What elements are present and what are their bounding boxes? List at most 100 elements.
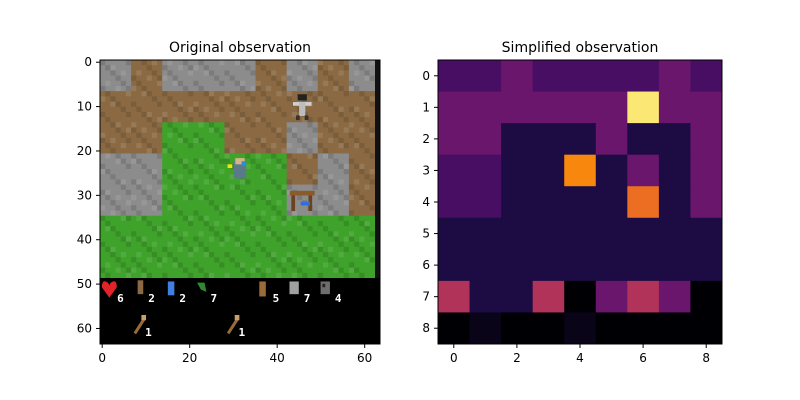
tile-path	[286, 153, 319, 186]
inventory-count: 6	[117, 292, 124, 305]
stone-icon	[289, 281, 299, 295]
tile-grass	[193, 153, 225, 186]
tile-stone	[317, 184, 350, 217]
simplified-observation-title: Simplified observation	[502, 40, 659, 56]
heatmap-cell	[564, 154, 597, 187]
x-tick-label: 0	[98, 351, 106, 365]
wood-pickaxe-icon	[133, 314, 147, 335]
y-tick-label: 5	[422, 227, 430, 241]
heatmap-cell	[595, 91, 628, 124]
inventory-count: 7	[304, 292, 311, 305]
heatmap-cell	[469, 280, 502, 313]
heatmap-cell	[595, 186, 628, 219]
wood-sword-icon	[226, 314, 240, 335]
skeleton-icon	[292, 94, 312, 121]
tile-path	[131, 91, 163, 123]
heatmap-cell	[658, 312, 691, 345]
heatmap-cell	[690, 186, 723, 219]
tile-grass	[255, 246, 288, 279]
world-edge	[375, 60, 380, 278]
heatmap-cell	[564, 91, 597, 124]
tile-grass	[131, 246, 163, 279]
food-icon	[137, 280, 144, 295]
tile-stone	[193, 60, 225, 92]
heatmap-cell	[658, 280, 691, 313]
coal-icon	[320, 281, 330, 295]
tile-stone	[317, 153, 350, 186]
inventory-count: 5	[273, 292, 280, 305]
y-tick-label: 60	[77, 321, 92, 335]
tile-stone	[100, 153, 132, 186]
inventory-slot: 5	[259, 281, 280, 305]
heatmap-cell	[532, 280, 565, 313]
tile-path	[193, 91, 225, 123]
tile-player	[224, 153, 257, 186]
heatmap-cell	[658, 91, 691, 124]
y-tick-label: 20	[77, 144, 92, 158]
heatmap-cell	[469, 249, 502, 282]
tile-grass	[317, 246, 350, 279]
inventory-slot: 1	[226, 314, 245, 339]
heatmap-cell	[438, 154, 471, 187]
tile-grass	[224, 246, 257, 279]
inventory: 6 2 2 7 5 7 4 1 1	[101, 280, 342, 339]
tile-stone	[224, 60, 257, 92]
heatmap-cell	[501, 217, 534, 250]
heatmap-cell	[595, 312, 628, 345]
heatmap-cell	[469, 91, 502, 124]
heatmap-cell	[658, 60, 691, 93]
heatmap-cell	[627, 60, 660, 93]
inventory-count: 1	[238, 326, 245, 339]
inventory-slot: 1	[133, 314, 152, 339]
y-tick-label: 2	[422, 132, 430, 146]
heatmap-cell	[595, 249, 628, 282]
inventory-count: 1	[145, 326, 152, 339]
tile-path	[100, 91, 132, 123]
tile-path	[131, 122, 163, 154]
heatmap-cell	[438, 60, 471, 93]
heatmap-cell	[690, 123, 723, 156]
game-frame: 6 2 2 7 5 7 4 1 1	[100, 60, 381, 344]
tile-stone	[100, 184, 132, 217]
y-tick-label: 6	[422, 258, 430, 272]
heatmap-cell	[501, 312, 534, 345]
heatmap-cell	[501, 249, 534, 282]
heatmap-cell	[532, 154, 565, 187]
heatmap-cell	[658, 217, 691, 250]
tile-grass	[162, 122, 194, 154]
heatmap-cell	[627, 249, 660, 282]
heatmap-cell	[658, 186, 691, 219]
heatmap-cell	[595, 280, 628, 313]
heatmap-cell	[627, 91, 660, 124]
heatmap-cell	[438, 280, 471, 313]
heatmap-cell	[627, 280, 660, 313]
tile-path	[255, 122, 288, 154]
tile-path	[317, 60, 350, 92]
y-tick-label: 10	[77, 100, 92, 114]
heatmap-cell	[690, 154, 723, 187]
heatmap-cell	[595, 217, 628, 250]
x-tick-label: 6	[639, 351, 647, 365]
y-tick-label: 7	[422, 290, 430, 304]
tile-grass	[193, 215, 225, 248]
tile-grass	[193, 122, 225, 154]
x-tick-label: 4	[576, 351, 584, 365]
simplified-observation-panel: Simplified observation 0 2 4 6 8 0 1 2 3 4 5 6 7 8	[422, 40, 723, 365]
tile-path	[100, 122, 132, 154]
heatmap-cell	[469, 60, 502, 93]
x-tick-label: 8	[702, 351, 710, 365]
inventory-slot: 2	[167, 281, 186, 305]
inventory-count: 2	[148, 292, 155, 305]
heatmap-cell	[501, 154, 534, 187]
tile-grass	[224, 215, 257, 248]
original-observation-panel: Original observation 6 2 2 7 5 7 4 1 1 0 20 40 60 0…	[77, 40, 381, 365]
drink-icon	[167, 281, 175, 296]
tile-path	[131, 60, 163, 92]
y-tick-label: 3	[422, 163, 430, 177]
x-tick-label: 0	[450, 351, 458, 365]
tile-grass	[286, 215, 319, 248]
heatmap-cell	[690, 217, 723, 250]
heatmap-cell	[690, 249, 723, 282]
left-y-axis: 0 10 20 30 40 50 60	[77, 55, 100, 335]
tile-stone	[131, 184, 163, 217]
